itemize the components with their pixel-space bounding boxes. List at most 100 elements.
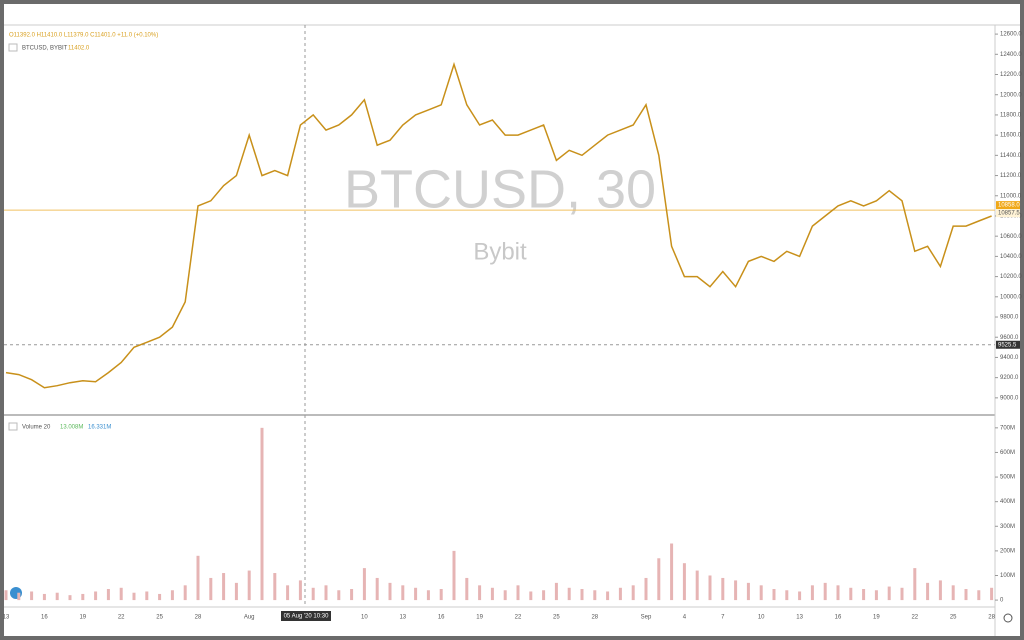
volume-bar — [580, 589, 584, 601]
volume-bar — [388, 582, 392, 601]
volume-bar — [874, 590, 878, 601]
y-tick-label: 9000.0 — [1000, 395, 1019, 401]
y-tick-label: 12200.0 — [1000, 72, 1022, 78]
volume-bar — [631, 585, 635, 601]
settings-button[interactable] — [1003, 613, 1013, 623]
y-tick-label: 10600.0 — [1000, 234, 1022, 240]
volume-bar — [145, 591, 149, 601]
y-tick-label: 10400.0 — [1000, 254, 1022, 260]
volume-bar — [618, 587, 622, 601]
volume-bar — [734, 580, 738, 601]
crosshair-time-label: 05 Aug '20 10:30 — [284, 614, 330, 620]
price-line-label: 10857.5 — [998, 211, 1020, 217]
x-tick-label: 22 — [911, 615, 918, 621]
last-price-label: 10858.0 — [998, 203, 1020, 209]
y-tick-label: 12400.0 — [1000, 52, 1022, 58]
volume-bar — [964, 589, 968, 601]
volume-bar — [375, 577, 379, 601]
y-tick-label: 12000.0 — [1000, 92, 1022, 98]
x-tick-label: 19 — [79, 615, 86, 621]
volume-bar — [324, 585, 328, 601]
x-tick-label: 7 — [721, 615, 725, 621]
collapse-button[interactable] — [8, 422, 18, 431]
x-tick-label: Aug — [244, 615, 255, 621]
volume-bar — [452, 550, 456, 601]
x-tick-label: 16 — [835, 615, 842, 621]
volume-bar — [926, 582, 930, 601]
watermark-sub: Bybit — [473, 238, 527, 265]
volume-bar — [810, 585, 814, 601]
volume-bar — [708, 575, 712, 601]
volume-bar — [862, 589, 866, 601]
volume-bar — [234, 582, 238, 601]
volume-bar — [158, 593, 162, 601]
volume-bar — [426, 590, 430, 601]
volume-bar — [938, 580, 942, 601]
volume-ma-long: 16.331M — [88, 425, 111, 431]
y-tick-label: 9400.0 — [1000, 355, 1019, 361]
volume-bar — [772, 589, 776, 601]
y-tick-label: 10200.0 — [1000, 274, 1022, 280]
volume-bar — [554, 582, 558, 601]
y-tick-label: 11800.0 — [1000, 113, 1022, 119]
volume-bar — [196, 555, 200, 601]
volume-bar — [721, 577, 725, 601]
volume-bar — [106, 589, 110, 601]
symbol: BTCUSD, BYBIT — [22, 46, 68, 52]
x-tick-label: Sep — [641, 615, 652, 621]
y-tick-label: 600M — [1000, 450, 1015, 456]
y-tick-label: 11200.0 — [1000, 173, 1022, 179]
x-tick-label: 10 — [758, 615, 765, 621]
y-tick-label: 9200.0 — [1000, 375, 1019, 381]
x-tick-label: 13 — [796, 615, 803, 621]
volume-bar — [977, 590, 981, 601]
volume-label: Volume 20 — [22, 425, 51, 431]
x-tick-label: 13 — [3, 615, 10, 621]
volume-bar — [286, 585, 290, 601]
ohlc-legend: O11392.0 H11410.0 L11379.0 C11401.0 +11.… — [9, 33, 158, 39]
collapse-button[interactable] — [8, 43, 18, 52]
x-tick-label: 19 — [873, 615, 880, 621]
volume-bar — [798, 591, 802, 601]
volume-bar — [951, 585, 955, 601]
volume-bar — [401, 585, 405, 601]
x-tick-label: 16 — [41, 615, 48, 621]
volume-bar — [478, 585, 482, 601]
last-price-tag — [996, 201, 1020, 210]
volume-bar — [247, 570, 251, 601]
volume-bar — [913, 568, 917, 601]
x-tick-label: 22 — [118, 615, 125, 621]
y-tick-label: 300M — [1000, 524, 1015, 530]
x-tick-label: 22 — [515, 615, 522, 621]
y-tick-label: 400M — [1000, 499, 1015, 505]
volume-bar — [823, 582, 827, 601]
volume-bar — [42, 593, 46, 601]
volume-bar — [183, 585, 187, 601]
x-tick-label: 28 — [988, 615, 995, 621]
crosshair-time-tag — [281, 611, 331, 621]
y-tick-label: 11600.0 — [1000, 133, 1022, 139]
volume-bar — [746, 582, 750, 601]
volume-bar — [439, 589, 443, 601]
volume-bar — [759, 585, 763, 601]
y-tick-label: 11400.0 — [1000, 153, 1022, 159]
y-tick-label: 0 — [1000, 598, 1004, 604]
volume-bar — [900, 587, 904, 601]
x-tick-label: 10 — [361, 615, 368, 621]
x-tick-label: 16 — [438, 615, 445, 621]
watermark: BTCUSD, 30 — [344, 159, 656, 219]
price-line-tag — [996, 209, 1020, 218]
volume-bar — [81, 593, 85, 601]
y-tick-label: 9800.0 — [1000, 315, 1019, 321]
volume-bar — [490, 587, 494, 601]
x-tick-label: 13 — [399, 615, 406, 621]
volume-bar — [644, 577, 648, 601]
chart-background — [4, 4, 1020, 636]
volume-bar — [132, 592, 136, 601]
volume-bar — [836, 585, 840, 601]
y-tick-label: 9600.0 — [1000, 335, 1019, 341]
x-tick-label: 19 — [476, 615, 483, 621]
volume-bar — [30, 591, 34, 601]
volume-bar — [695, 570, 699, 601]
